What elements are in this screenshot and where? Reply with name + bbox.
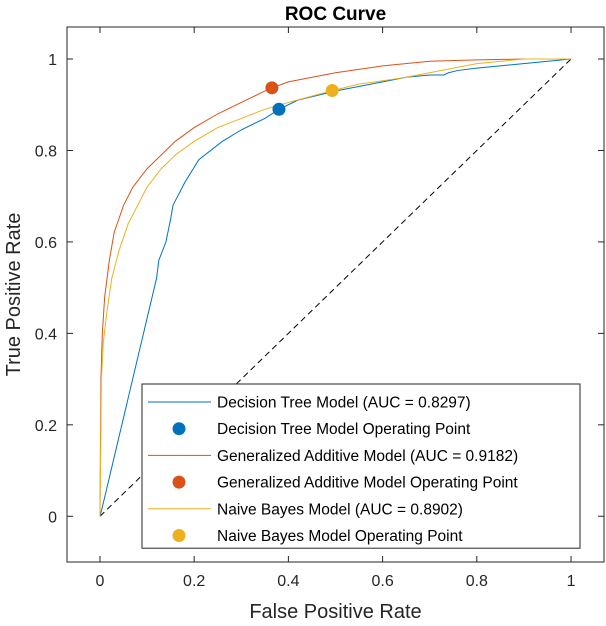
- generalized-additive-model-operating-point-marker: [265, 81, 279, 95]
- decision-tree-model-curve: [99, 58, 572, 517]
- x-tick-label: 0.4: [277, 573, 299, 590]
- legend-marker-swatch: [172, 475, 186, 489]
- y-tick-label: 0.6: [35, 235, 57, 252]
- x-tick-label: 0.8: [466, 573, 488, 590]
- x-tick-label: 1: [567, 573, 576, 590]
- legend-entry-label: Generalized Additive Model Operating Poi…: [217, 475, 518, 492]
- x-tick-label: 0.6: [371, 573, 393, 590]
- generalized-additive-model-curve: [99, 58, 572, 517]
- y-tick-label: 0.2: [35, 418, 57, 435]
- x-axis-label: False Positive Rate: [249, 601, 421, 623]
- legend-marker-swatch: [172, 422, 186, 436]
- decision-tree-model-operating-point-marker: [272, 102, 286, 116]
- naive-bayes-model-curve: [99, 58, 572, 517]
- naive-bayes-model-operating-point-marker: [325, 84, 339, 98]
- x-tick-label: 0: [96, 573, 105, 590]
- y-tick-label: 0.4: [35, 326, 57, 343]
- y-axis-label: True Positive Rate: [3, 213, 25, 377]
- legend-box: [141, 383, 581, 549]
- legend-entry-label: Generalized Additive Model (AUC = 0.9182…: [217, 448, 518, 465]
- chart-title: ROC Curve: [285, 4, 386, 25]
- y-tick-label: 0: [48, 509, 57, 526]
- legend-entry-label: Naive Bayes Model Operating Point: [217, 528, 463, 545]
- legend-entry-label: Naive Bayes Model (AUC = 0.8902): [217, 501, 463, 518]
- legend-entry-label: Decision Tree Model (AUC = 0.8297): [217, 395, 471, 412]
- series-layer: [99, 58, 572, 517]
- y-tick-label: 1: [48, 52, 57, 69]
- legend: Decision Tree Model (AUC = 0.8297) Decisi…: [141, 383, 581, 549]
- ticks-layer: 0 0.2 0.4 0.6 0.8 1 0 0.2 0.4 0.6 0.8 1: [35, 27, 604, 590]
- x-tick-label: 0.2: [183, 573, 205, 590]
- y-tick-label: 0.8: [35, 143, 57, 160]
- legend-entry-label: Decision Tree Model Operating Point: [217, 421, 471, 438]
- legend-marker-swatch: [172, 529, 186, 542]
